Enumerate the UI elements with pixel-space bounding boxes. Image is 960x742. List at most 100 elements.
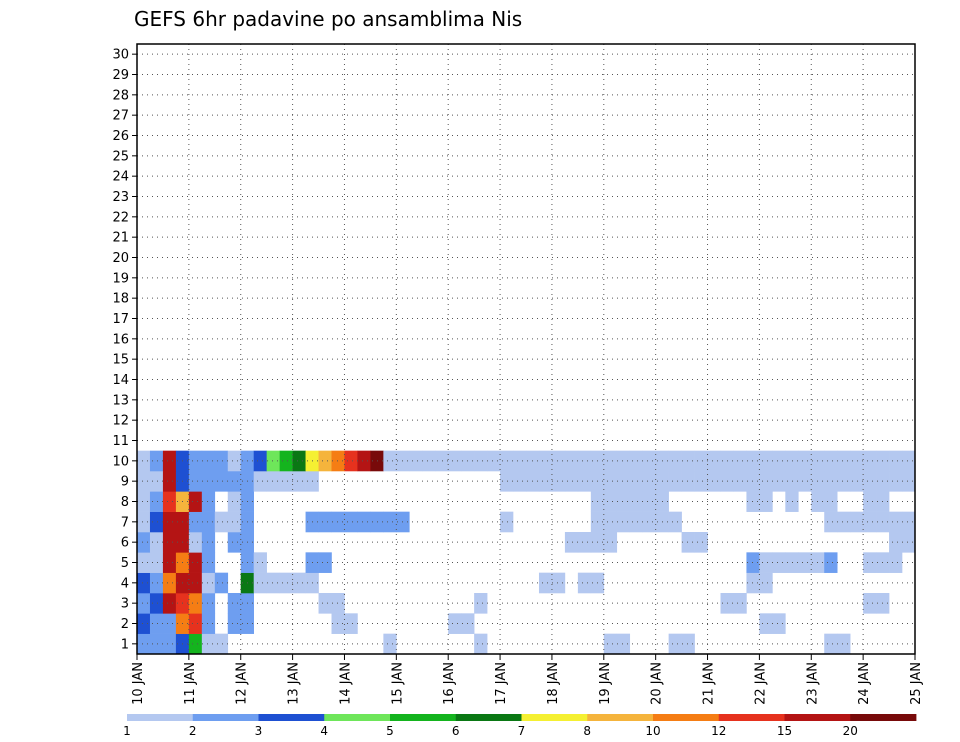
heatmap-cell bbox=[629, 511, 643, 533]
heatmap-cell bbox=[474, 450, 488, 472]
heatmap-cell bbox=[759, 471, 773, 492]
x-tick-label: 15 JAN bbox=[390, 662, 405, 705]
heatmap-cell bbox=[772, 613, 786, 634]
heatmap-cell bbox=[292, 450, 306, 472]
heatmap-cell bbox=[746, 471, 760, 492]
heatmap-cell bbox=[759, 613, 773, 634]
colorbar-swatch bbox=[653, 714, 720, 721]
x-tick-label: 20 JAN bbox=[650, 662, 665, 705]
heatmap-cell bbox=[344, 511, 358, 533]
colorbar-label: 20 bbox=[843, 724, 858, 738]
y-tick-label: 30 bbox=[112, 48, 129, 63]
colorbar-swatch bbox=[390, 714, 457, 721]
heatmap-cell bbox=[785, 450, 799, 472]
heatmap-cell bbox=[577, 471, 592, 492]
y-axis-ticks: 1234567891011121314151617181920212223242… bbox=[112, 48, 137, 652]
heatmap-cell bbox=[668, 633, 682, 655]
heatmap-cell bbox=[837, 511, 851, 533]
heatmap-cell bbox=[577, 450, 592, 472]
heatmap-cell bbox=[137, 633, 151, 655]
heatmap-cell bbox=[201, 532, 216, 553]
heatmap-cell bbox=[733, 450, 747, 472]
heatmap-cell bbox=[902, 471, 916, 492]
y-tick-label: 2 bbox=[121, 617, 129, 632]
heatmap-cell bbox=[422, 450, 436, 472]
heatmap-cell bbox=[162, 572, 177, 594]
heatmap-cell bbox=[214, 511, 229, 533]
heatmap-cell bbox=[474, 593, 488, 614]
x-tick-label: 10 JAN bbox=[131, 662, 146, 705]
heatmap-cell bbox=[889, 450, 903, 472]
heatmap-cell bbox=[500, 511, 514, 533]
heatmap-cell bbox=[681, 450, 695, 472]
heatmap-cell bbox=[201, 572, 216, 594]
y-tick-label: 1 bbox=[121, 637, 129, 652]
colorbar-label: 5 bbox=[386, 724, 394, 738]
heatmap-cell bbox=[603, 450, 618, 472]
heatmap-cell bbox=[798, 552, 812, 573]
heatmap-cell bbox=[331, 511, 345, 533]
heatmap-cell bbox=[214, 471, 229, 492]
heatmap-cell bbox=[500, 450, 514, 472]
heatmap-cell bbox=[149, 511, 164, 533]
heatmap-cell bbox=[668, 450, 682, 472]
heatmap-cell bbox=[188, 450, 203, 472]
y-tick-label: 4 bbox=[121, 576, 129, 591]
heatmap-cell bbox=[863, 552, 877, 573]
heatmap-cell bbox=[824, 450, 838, 472]
heatmap-cell bbox=[137, 450, 151, 472]
heatmap-cell bbox=[344, 613, 358, 634]
heatmap-cell bbox=[603, 511, 618, 533]
y-tick-label: 14 bbox=[112, 373, 129, 388]
colorbar-swatch bbox=[784, 714, 851, 721]
y-tick-label: 18 bbox=[112, 292, 129, 307]
heatmap-cell bbox=[642, 450, 656, 472]
heatmap-cell bbox=[137, 511, 151, 533]
heatmap-cell bbox=[759, 491, 773, 512]
y-tick-label: 29 bbox=[112, 68, 129, 83]
heatmap-cell bbox=[318, 511, 332, 533]
heatmap-cell bbox=[188, 511, 203, 533]
y-tick-label: 10 bbox=[112, 454, 129, 469]
heatmap-cell bbox=[668, 511, 682, 533]
y-tick-label: 22 bbox=[112, 210, 129, 225]
colorbar-label: 10 bbox=[645, 724, 660, 738]
colorbar-swatch bbox=[324, 714, 391, 721]
heatmap-cell bbox=[149, 633, 164, 655]
heatmap-cell bbox=[538, 450, 553, 472]
heatmap-cell bbox=[603, 532, 618, 553]
x-tick-label: 21 JAN bbox=[702, 662, 717, 705]
heatmap-cell bbox=[759, 450, 773, 472]
colorbar-swatch bbox=[455, 714, 522, 721]
colorbar-label: 15 bbox=[777, 724, 792, 738]
heatmap-cell bbox=[201, 471, 216, 492]
y-tick-label: 13 bbox=[112, 393, 129, 408]
heatmap-cell bbox=[551, 572, 566, 594]
heatmap-cell bbox=[785, 491, 799, 512]
heatmap-cell bbox=[824, 511, 838, 533]
heatmap-cell bbox=[162, 532, 177, 553]
heatmap-cell bbox=[889, 532, 903, 553]
x-tick-label: 11 JAN bbox=[183, 662, 198, 705]
heatmap-cell bbox=[162, 552, 177, 573]
heatmap-cell bbox=[137, 552, 151, 573]
y-tick-label: 19 bbox=[112, 271, 129, 286]
heatmap-cell bbox=[227, 593, 242, 614]
y-tick-label: 24 bbox=[112, 170, 129, 185]
y-tick-label: 7 bbox=[121, 515, 129, 530]
y-tick-label: 26 bbox=[112, 129, 129, 144]
heatmap-cell bbox=[746, 450, 760, 472]
heatmap-cell bbox=[318, 593, 332, 614]
x-tick-label: 12 JAN bbox=[235, 662, 250, 705]
heatmap-cell bbox=[149, 593, 164, 614]
heatmap-cell bbox=[798, 471, 812, 492]
heatmap-cell bbox=[188, 491, 203, 512]
heatmap-cell bbox=[513, 450, 527, 472]
y-tick-label: 20 bbox=[112, 251, 129, 266]
heatmap-cells bbox=[137, 450, 916, 655]
heatmap-cell bbox=[824, 552, 838, 573]
heatmap-cell bbox=[214, 633, 229, 655]
heatmap-cell bbox=[279, 471, 293, 492]
colorbar-label: 12 bbox=[711, 724, 726, 738]
heatmap-cell bbox=[357, 511, 371, 533]
